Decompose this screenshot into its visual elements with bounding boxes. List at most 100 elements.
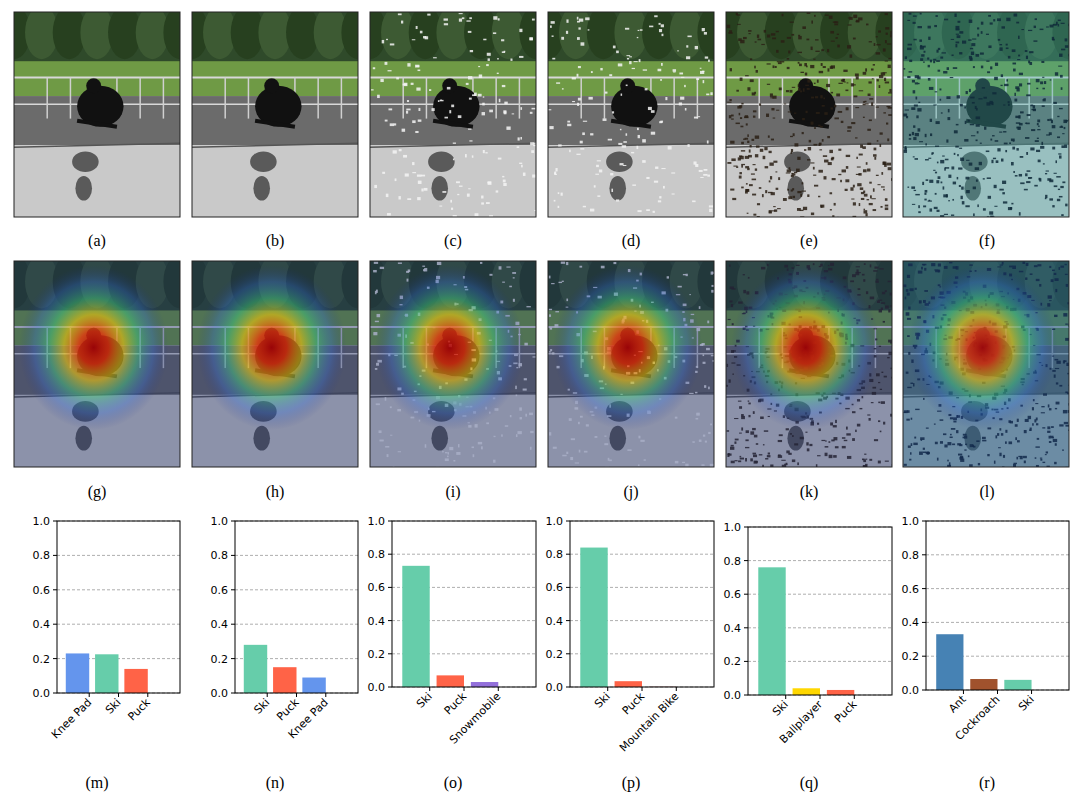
speck: [815, 96, 818, 98]
speck: [770, 176, 772, 179]
speck: [805, 73, 807, 76]
speck: [687, 36, 691, 38]
speck: [930, 133, 932, 136]
speck: [863, 104, 866, 106]
speck: [787, 37, 791, 39]
speck: [874, 148, 877, 151]
speck: [797, 208, 801, 211]
speck: [731, 118, 734, 119]
speck: [753, 214, 756, 216]
speck: [913, 125, 915, 128]
speck: [1015, 175, 1018, 177]
speck: [943, 71, 947, 73]
speck: [1052, 147, 1055, 150]
speck: [876, 175, 879, 176]
speck: [980, 143, 982, 144]
speck: [1058, 20, 1061, 21]
speck: [883, 189, 885, 191]
speck: [811, 213, 814, 216]
speck: [1018, 55, 1020, 57]
speck: [855, 137, 858, 138]
speck: [1037, 138, 1039, 139]
speck: [740, 126, 743, 128]
speck: [596, 165, 599, 167]
speck: [845, 189, 848, 191]
speck: [444, 23, 448, 25]
speck: [637, 146, 639, 149]
speck: [731, 115, 734, 117]
speck: [782, 14, 784, 17]
speck: [1046, 170, 1049, 171]
speck: [874, 43, 876, 46]
speck: [815, 39, 819, 40]
speck: [957, 177, 959, 179]
speck: [1054, 185, 1058, 187]
speck: [745, 115, 748, 118]
speck: [1033, 40, 1037, 41]
speck: [1055, 160, 1057, 163]
speck: [814, 83, 816, 84]
speck: [757, 35, 759, 38]
speck: [709, 209, 712, 212]
speck: [836, 93, 840, 96]
fence-rail: [192, 77, 358, 79]
speck: [948, 175, 951, 178]
speck: [382, 172, 385, 174]
speck: [1045, 173, 1047, 174]
speck: [503, 110, 506, 113]
speck: [946, 96, 950, 99]
speck: [387, 213, 391, 215]
speck: [871, 68, 874, 70]
speck: [429, 89, 431, 91]
speck: [671, 172, 675, 173]
speck: [788, 111, 792, 112]
speck: [869, 203, 873, 205]
speck: [1038, 160, 1041, 163]
speck: [663, 186, 665, 189]
speck: [838, 83, 842, 84]
skates: [789, 121, 829, 127]
speck: [556, 82, 560, 83]
speck: [412, 162, 414, 165]
speck: [639, 59, 641, 62]
speck: [1027, 83, 1031, 85]
fence-post: [341, 78, 343, 119]
speck: [981, 31, 983, 34]
speck: [945, 159, 949, 161]
speck: [969, 56, 972, 59]
speck: [532, 108, 536, 110]
speck: [1064, 127, 1066, 129]
speck: [654, 15, 657, 17]
speck: [965, 121, 967, 124]
speck: [468, 188, 470, 189]
speck: [994, 77, 998, 80]
speck: [1018, 36, 1020, 39]
speck: [935, 193, 937, 195]
grass: [14, 61, 180, 96]
speck: [622, 145, 626, 147]
speck: [1041, 61, 1044, 63]
speck: [781, 40, 785, 43]
speck: [797, 191, 801, 193]
speck: [933, 61, 935, 63]
speck: [1011, 203, 1013, 205]
speck: [561, 37, 564, 40]
speck: [889, 89, 891, 92]
speck: [1059, 196, 1063, 198]
speck: [686, 45, 688, 47]
speck: [1047, 119, 1049, 121]
speck: [867, 143, 871, 145]
speck: [809, 140, 811, 143]
caption: (h): [266, 483, 285, 501]
speck: [859, 154, 863, 156]
speck: [859, 203, 861, 206]
speck: [830, 192, 833, 194]
speck: [824, 112, 827, 115]
speck: [821, 205, 823, 208]
speck: [944, 19, 948, 21]
speck: [751, 173, 755, 174]
speck: [637, 128, 639, 130]
speck: [787, 169, 791, 172]
speck: [863, 117, 865, 118]
speck: [1008, 101, 1010, 103]
